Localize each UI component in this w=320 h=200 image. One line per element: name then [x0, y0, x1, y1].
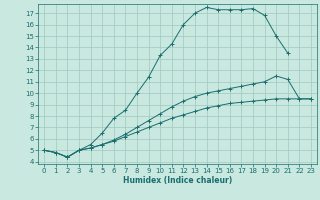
X-axis label: Humidex (Indice chaleur): Humidex (Indice chaleur) [123, 176, 232, 185]
